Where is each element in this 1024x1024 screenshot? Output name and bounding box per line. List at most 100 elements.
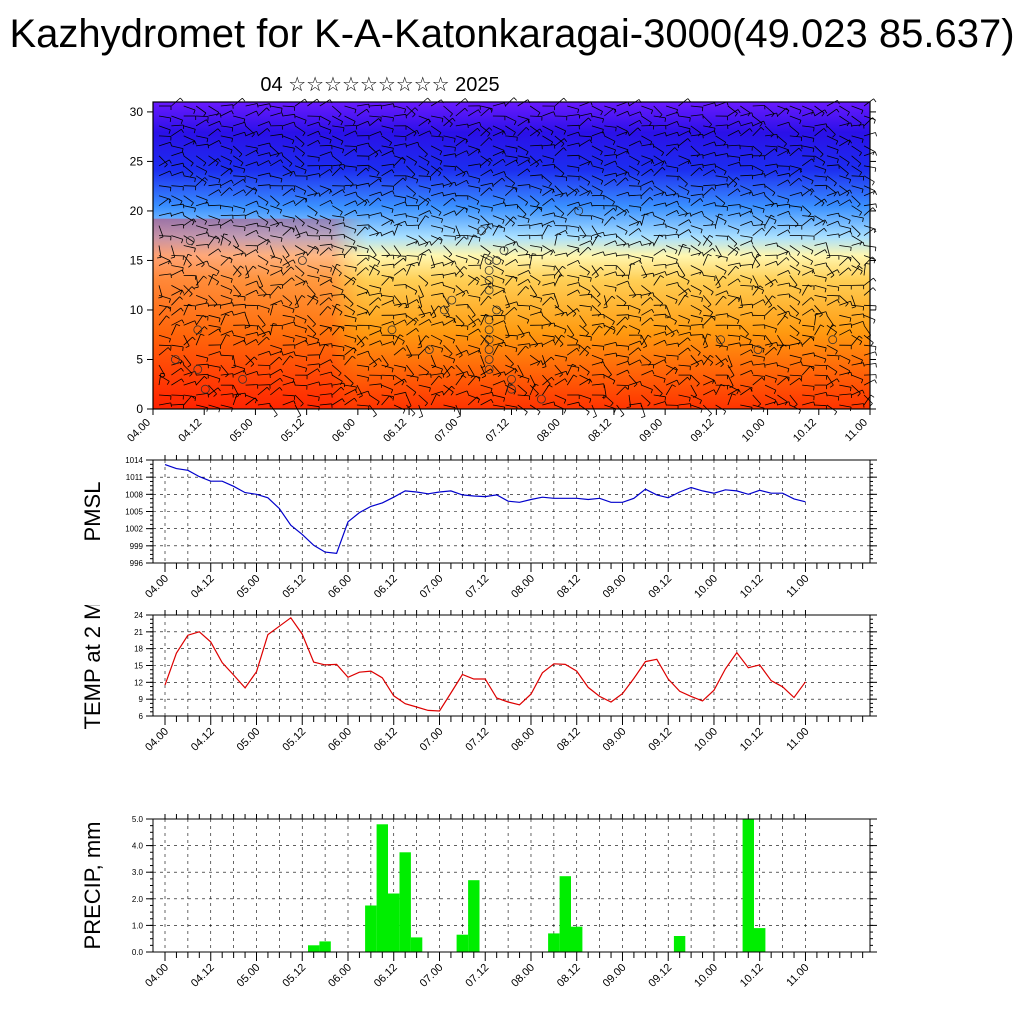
wind-barb-flag [217, 387, 221, 392]
wind-barb [579, 225, 587, 236]
wind-barb [665, 329, 677, 336]
wind-barb [591, 155, 603, 162]
wind-barb [319, 293, 332, 296]
wind-barb [678, 337, 689, 346]
wind-barb-flag [788, 173, 791, 178]
wind-barb [257, 330, 270, 336]
wind-barb [604, 178, 615, 187]
x-tick-label: 06.12 [372, 726, 400, 754]
wind-barb-flag [193, 109, 196, 114]
wind-barb-flag [235, 245, 239, 249]
wind-barb [319, 327, 330, 336]
wind-barb [220, 125, 233, 128]
wind-barb [567, 275, 580, 278]
wind-barb [344, 265, 357, 269]
wind-barb-flag [490, 169, 494, 174]
wind-barb-flag [486, 223, 490, 227]
wind-barb [826, 378, 838, 386]
wind-barb-flag [268, 160, 271, 165]
wind-barb [158, 402, 171, 406]
wind-barb-flag [760, 127, 765, 131]
wind-barb [678, 314, 690, 321]
wind-barb [863, 263, 866, 276]
x-tick-label: 10.00 [692, 573, 720, 601]
wind-barb-flag [419, 296, 424, 299]
wind-barb [504, 325, 510, 337]
wind-barb-flag [244, 393, 247, 398]
wind-barb [641, 211, 653, 216]
wind-barb-flag [314, 212, 318, 217]
wind-barb [505, 159, 517, 167]
wind-barb [393, 224, 399, 236]
wind-barb-flag [587, 192, 590, 196]
wind-barb-flag [275, 223, 280, 228]
wind-barb-flag [303, 190, 307, 195]
wind-barb-flag [551, 198, 555, 202]
wind-barb-flag [587, 290, 591, 295]
wind-barb [233, 252, 245, 256]
wind-barb-flag [392, 300, 395, 305]
wind-barb-flag [535, 163, 539, 168]
wind-barb-flag [708, 413, 712, 417]
wind-barb [690, 125, 701, 134]
wind-barb [851, 235, 863, 243]
wind-barb-flag [511, 222, 515, 227]
wind-barb-flag [462, 173, 466, 177]
wind-barb [208, 304, 221, 306]
wind-barb-flag [312, 294, 316, 298]
wind-barb-flag [355, 191, 358, 196]
x-tick-label: 07.00 [432, 417, 460, 445]
wind-barb [171, 269, 183, 276]
wind-barb-flag [267, 239, 271, 243]
wind-barb-flag [798, 147, 802, 152]
x-tick-label: 06.12 [372, 962, 400, 990]
wind-barb-flag [255, 339, 259, 344]
wind-barb [579, 202, 592, 207]
wind-barb [530, 174, 543, 177]
wind-barb [220, 334, 227, 346]
wind-barb [702, 235, 710, 246]
wind-barb-flag [697, 352, 701, 356]
wind-barb-flag [737, 278, 741, 283]
wind-barb [814, 311, 827, 316]
wind-barb [381, 374, 394, 377]
wind-barb-flag [776, 163, 778, 169]
wind-barb [764, 295, 773, 306]
x-tick-label: 08.00 [535, 417, 563, 445]
wind-barb [158, 374, 170, 382]
wind-barb [727, 384, 739, 391]
wind-barb [492, 125, 504, 132]
wind-barb-flag [537, 361, 541, 366]
wind-barb [777, 374, 790, 378]
wind-barb-flag [547, 383, 551, 388]
wind-barb-flag [314, 245, 319, 250]
wind-barb [566, 248, 578, 256]
wind-barb-flag [627, 280, 630, 285]
wind-barb [505, 145, 518, 149]
wind-barb [666, 175, 679, 177]
wind-barb [740, 343, 753, 346]
wind-barb [802, 145, 814, 149]
wind-barb-flag [763, 192, 766, 197]
wind-barb [542, 315, 552, 324]
wind-barb-flag [612, 216, 616, 220]
wind-barb [814, 392, 827, 396]
wind-barb [752, 324, 765, 326]
calm-circle [484, 256, 494, 265]
wind-barb-flag [590, 306, 592, 311]
wind-barb [282, 321, 295, 326]
wind-barb-flag [402, 347, 407, 351]
wind-barb [220, 354, 233, 357]
wind-barb [863, 394, 873, 404]
wind-barb [171, 203, 184, 207]
wind-barb [356, 167, 367, 177]
wind-barb-flag [722, 295, 727, 299]
wind-barb [269, 245, 276, 257]
wind-barb [554, 378, 566, 386]
wind-barb-flag [613, 149, 616, 154]
wind-barb [467, 109, 479, 117]
wind-barb [764, 214, 772, 226]
wind-barb-flag [367, 390, 370, 396]
wind-barb-flag [170, 187, 172, 192]
wind-barb-flag [404, 197, 407, 202]
